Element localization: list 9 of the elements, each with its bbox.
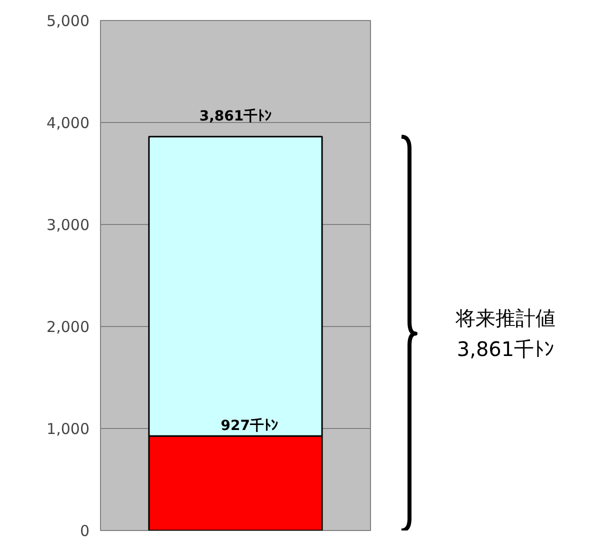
y-tick-label: 4,000 bbox=[46, 114, 90, 132]
text: 将来推計値 3,861千ﾄﾝ bbox=[454, 306, 556, 362]
y-tick-label: 1,000 bbox=[46, 420, 90, 438]
y-tick-label: 3,000 bbox=[46, 216, 90, 234]
y-tick-label: 2,000 bbox=[46, 318, 90, 336]
y-tick-label: 0 bbox=[80, 522, 90, 540]
data-label: 927千ﾄﾝ bbox=[220, 416, 278, 434]
y-tick-label: 5,000 bbox=[46, 12, 90, 30]
total-label: 3,861千ﾄﾝ bbox=[199, 108, 272, 125]
